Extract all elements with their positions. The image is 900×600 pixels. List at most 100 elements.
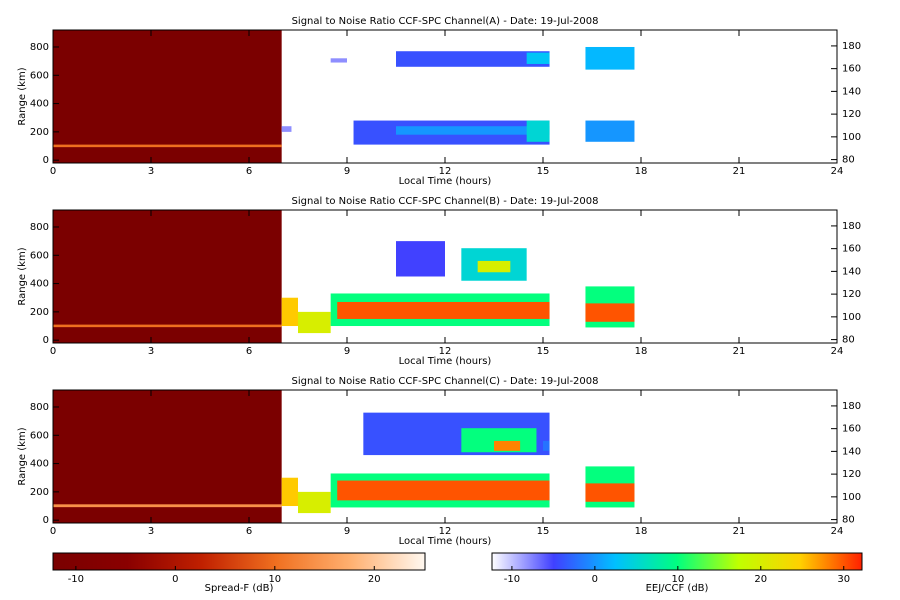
heatmap-cell [585, 303, 635, 322]
x-tick-label: 9 [344, 166, 350, 177]
x-tick-label: 24 [831, 166, 844, 177]
heatmap-cell [337, 301, 550, 319]
y2-tick-label: 80 [842, 515, 855, 526]
y-tick-label: 800 [30, 402, 49, 413]
x-axis-label: Local Time (hours) [399, 356, 492, 367]
heatmap-cell [585, 46, 635, 70]
heatmap-cell [585, 483, 635, 502]
x-tick-label: 24 [831, 526, 844, 537]
panel-title: Signal to Noise Ratio CCF-SPC Channel(B)… [292, 196, 599, 207]
heatmap-cell [396, 241, 445, 277]
colorbar-tick-label: -10 [504, 574, 520, 585]
heatmap-cell [53, 144, 282, 148]
x-tick-label: 0 [50, 526, 56, 537]
colorbar-tick-label: 0 [592, 574, 598, 585]
y2-tick-label: 80 [842, 155, 855, 166]
x-tick-label: 6 [246, 526, 252, 537]
colorbar [52, 552, 426, 571]
y2-tick-label: 160 [842, 244, 861, 255]
heatmap-cell [526, 120, 550, 142]
y-axis-label: Range (km) [17, 427, 28, 485]
y-tick-label: 400 [30, 279, 49, 290]
y-tick-label: 800 [30, 222, 49, 233]
x-tick-label: 12 [439, 166, 452, 177]
heatmap-cell [494, 440, 521, 451]
y-tick-label: 600 [30, 70, 49, 81]
y2-tick-label: 100 [842, 132, 861, 143]
x-tick-label: 6 [246, 166, 252, 177]
x-tick-label: 3 [148, 526, 154, 537]
heatmap-cell [281, 477, 298, 507]
heatmap-cell [298, 311, 331, 334]
x-tick-label: 18 [635, 346, 648, 357]
colorbar-tick-label: 30 [837, 574, 850, 585]
colorbar-tick-label: -10 [68, 574, 84, 585]
x-axis-label: Local Time (hours) [399, 176, 492, 187]
y-tick-label: 600 [30, 250, 49, 261]
heatmap-cell [53, 390, 282, 523]
x-tick-label: 15 [537, 526, 550, 537]
plot-area [53, 390, 635, 523]
y2-tick-label: 100 [842, 312, 861, 323]
y-tick-label: 800 [30, 42, 49, 53]
y-tick-label: 0 [43, 335, 49, 346]
panel-title: Signal to Noise Ratio CCF-SPC Channel(C)… [291, 376, 598, 387]
y2-tick-label: 140 [842, 86, 861, 97]
y-axis-label: Range (km) [17, 67, 28, 125]
colorbar-tick-label: 10 [268, 574, 281, 585]
heatmap-cell [53, 30, 282, 163]
colorbar-label: EEJ/CCF (dB) [646, 583, 709, 594]
heatmap-cell [543, 440, 550, 451]
y2-tick-label: 120 [842, 469, 861, 480]
y2-tick-label: 180 [842, 221, 861, 232]
y-tick-label: 400 [30, 99, 49, 110]
x-tick-label: 12 [439, 346, 452, 357]
x-tick-label: 9 [344, 526, 350, 537]
x-tick-label: 21 [733, 526, 746, 537]
x-tick-label: 9 [344, 346, 350, 357]
x-tick-label: 12 [439, 526, 452, 537]
plot-area [53, 30, 635, 163]
y-tick-label: 200 [30, 127, 49, 138]
y-tick-label: 200 [30, 487, 49, 498]
x-tick-label: 24 [831, 346, 844, 357]
x-tick-label: 3 [148, 346, 154, 357]
x-tick-label: 21 [733, 346, 746, 357]
x-tick-label: 18 [635, 526, 648, 537]
colorbar [491, 552, 863, 571]
x-tick-label: 15 [537, 346, 550, 357]
y-tick-label: 600 [30, 430, 49, 441]
x-tick-label: 15 [537, 166, 550, 177]
y-tick-label: 0 [43, 515, 49, 526]
y-axis-label: Range (km) [17, 247, 28, 305]
y2-tick-label: 140 [842, 266, 861, 277]
heatmap-cell [526, 52, 550, 64]
plot-area [53, 210, 635, 343]
colorbar-tick-label: 0 [172, 574, 178, 585]
heatmap-cell [330, 58, 347, 63]
heatmap-cell [396, 126, 550, 135]
heatmap-cell [53, 210, 282, 343]
x-tick-label: 3 [148, 166, 154, 177]
heatmap-cell [396, 51, 550, 67]
heatmap-cell [281, 297, 298, 327]
y2-tick-label: 160 [842, 424, 861, 435]
x-tick-label: 6 [246, 346, 252, 357]
x-axis-label: Local Time (hours) [399, 536, 492, 547]
y2-tick-label: 120 [842, 109, 861, 120]
y2-tick-label: 180 [842, 401, 861, 412]
heatmap-cell [53, 324, 282, 328]
y2-tick-label: 100 [842, 492, 861, 503]
heatmap-cell [281, 126, 292, 132]
heatmap-cell [585, 120, 635, 142]
x-tick-label: 18 [635, 166, 648, 177]
y2-tick-label: 140 [842, 446, 861, 457]
y2-tick-label: 180 [842, 41, 861, 52]
heatmap-cell [477, 260, 511, 273]
heatmap-cell [337, 480, 550, 501]
y-tick-label: 200 [30, 307, 49, 318]
colorbar-tick-label: 20 [368, 574, 381, 585]
y-tick-label: 0 [43, 155, 49, 166]
